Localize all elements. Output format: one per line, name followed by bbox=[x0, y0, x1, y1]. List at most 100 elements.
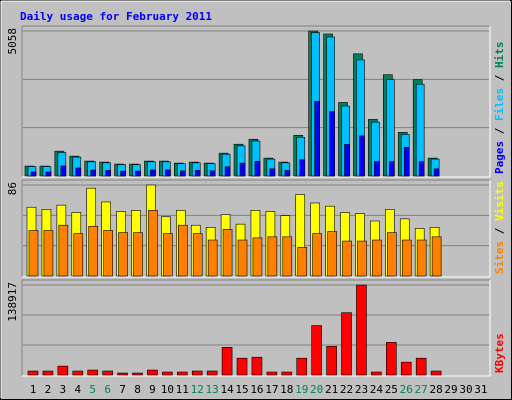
legend-entry: Pages bbox=[493, 141, 506, 174]
y-tick-label: 86 bbox=[6, 182, 19, 195]
x-tick-label: 26 bbox=[400, 383, 413, 396]
bar bbox=[281, 371, 293, 376]
bar bbox=[177, 371, 188, 376]
x-tick-label: 1 bbox=[30, 383, 37, 396]
legend: Sites / Visits bbox=[493, 181, 506, 274]
bar bbox=[251, 356, 263, 376]
bar bbox=[400, 361, 412, 376]
bar bbox=[415, 357, 427, 376]
legend-separator: / bbox=[493, 68, 506, 88]
x-tick-label: 6 bbox=[104, 383, 111, 396]
bar bbox=[401, 239, 412, 277]
x-tick-label: 31 bbox=[474, 383, 487, 396]
bar bbox=[58, 224, 69, 277]
bar bbox=[252, 237, 263, 277]
bar bbox=[120, 170, 126, 177]
bar bbox=[416, 239, 427, 277]
x-tick-label: 30 bbox=[459, 383, 472, 396]
x-tick-label: 22 bbox=[340, 383, 353, 396]
bar bbox=[224, 166, 231, 177]
legend-separator: / bbox=[493, 221, 506, 241]
bar bbox=[87, 369, 99, 376]
x-tick-label: 28 bbox=[429, 383, 442, 396]
x-tick-label: 13 bbox=[206, 383, 219, 396]
x-tick-label: 16 bbox=[250, 383, 263, 396]
bar bbox=[236, 357, 248, 376]
legend-entry: Visits bbox=[493, 181, 506, 221]
bar bbox=[269, 168, 276, 177]
bar bbox=[239, 162, 246, 177]
bar bbox=[312, 233, 322, 277]
x-tick-label: 29 bbox=[444, 383, 457, 396]
bar bbox=[374, 161, 380, 177]
bar bbox=[329, 111, 335, 177]
bar bbox=[194, 170, 201, 177]
bar bbox=[314, 101, 320, 177]
bar bbox=[117, 372, 128, 376]
bar bbox=[341, 312, 352, 376]
x-tick-label: 20 bbox=[310, 383, 323, 396]
bar bbox=[178, 224, 188, 277]
bar bbox=[254, 161, 261, 177]
legend-entry: Sites bbox=[493, 241, 506, 274]
bar bbox=[60, 165, 67, 177]
x-tick-label: 10 bbox=[161, 383, 174, 396]
bar bbox=[326, 346, 337, 376]
bar bbox=[284, 170, 291, 177]
bar bbox=[45, 171, 52, 177]
bar bbox=[237, 239, 248, 277]
bar bbox=[344, 144, 350, 177]
x-tick-label: 23 bbox=[355, 383, 368, 396]
bar bbox=[162, 371, 173, 376]
bar bbox=[359, 135, 365, 177]
legend: KBytes bbox=[493, 333, 506, 373]
x-tick-label: 19 bbox=[295, 383, 308, 396]
x-tick-label: 15 bbox=[235, 383, 248, 396]
bar bbox=[118, 232, 128, 277]
bar bbox=[311, 325, 322, 376]
bar bbox=[356, 284, 367, 376]
bar bbox=[433, 168, 440, 177]
bar bbox=[180, 170, 186, 177]
x-tick-label: 11 bbox=[176, 383, 189, 396]
bar bbox=[267, 236, 278, 277]
bar bbox=[389, 161, 395, 177]
bar bbox=[191, 370, 203, 376]
bar bbox=[163, 233, 173, 277]
bar bbox=[27, 370, 39, 376]
bar bbox=[90, 169, 97, 177]
bar bbox=[297, 247, 308, 277]
bar bbox=[222, 229, 233, 277]
legend-entry: Hits bbox=[493, 42, 506, 69]
x-tick-label: 9 bbox=[149, 383, 156, 396]
bar bbox=[387, 232, 397, 277]
x-tick-label: 7 bbox=[119, 383, 126, 396]
bar bbox=[372, 239, 382, 277]
bar bbox=[299, 159, 306, 177]
bar bbox=[43, 230, 54, 277]
bar bbox=[103, 230, 113, 277]
x-tick-label: 25 bbox=[385, 383, 398, 396]
bar bbox=[133, 232, 143, 277]
bar bbox=[282, 236, 293, 277]
x-tick-label: 8 bbox=[134, 383, 141, 396]
bar bbox=[209, 170, 216, 177]
bar bbox=[73, 233, 84, 277]
bar bbox=[72, 370, 84, 376]
x-tick-label: 4 bbox=[74, 383, 81, 396]
x-tick-label: 14 bbox=[220, 383, 234, 396]
legend-separator: / bbox=[493, 121, 506, 141]
chart-title: Daily usage for February 2011 bbox=[20, 10, 212, 23]
bar bbox=[132, 372, 143, 376]
bar bbox=[207, 239, 218, 277]
x-tick-label: 17 bbox=[265, 383, 278, 396]
bar bbox=[206, 370, 218, 376]
x-tick-label: 27 bbox=[415, 383, 428, 396]
bar bbox=[42, 370, 54, 376]
x-tick-label: 2 bbox=[45, 383, 52, 396]
y-tick-label: 5058 bbox=[6, 28, 19, 55]
x-tick-label: 24 bbox=[370, 383, 384, 396]
bar bbox=[418, 161, 425, 177]
bar bbox=[102, 370, 113, 376]
